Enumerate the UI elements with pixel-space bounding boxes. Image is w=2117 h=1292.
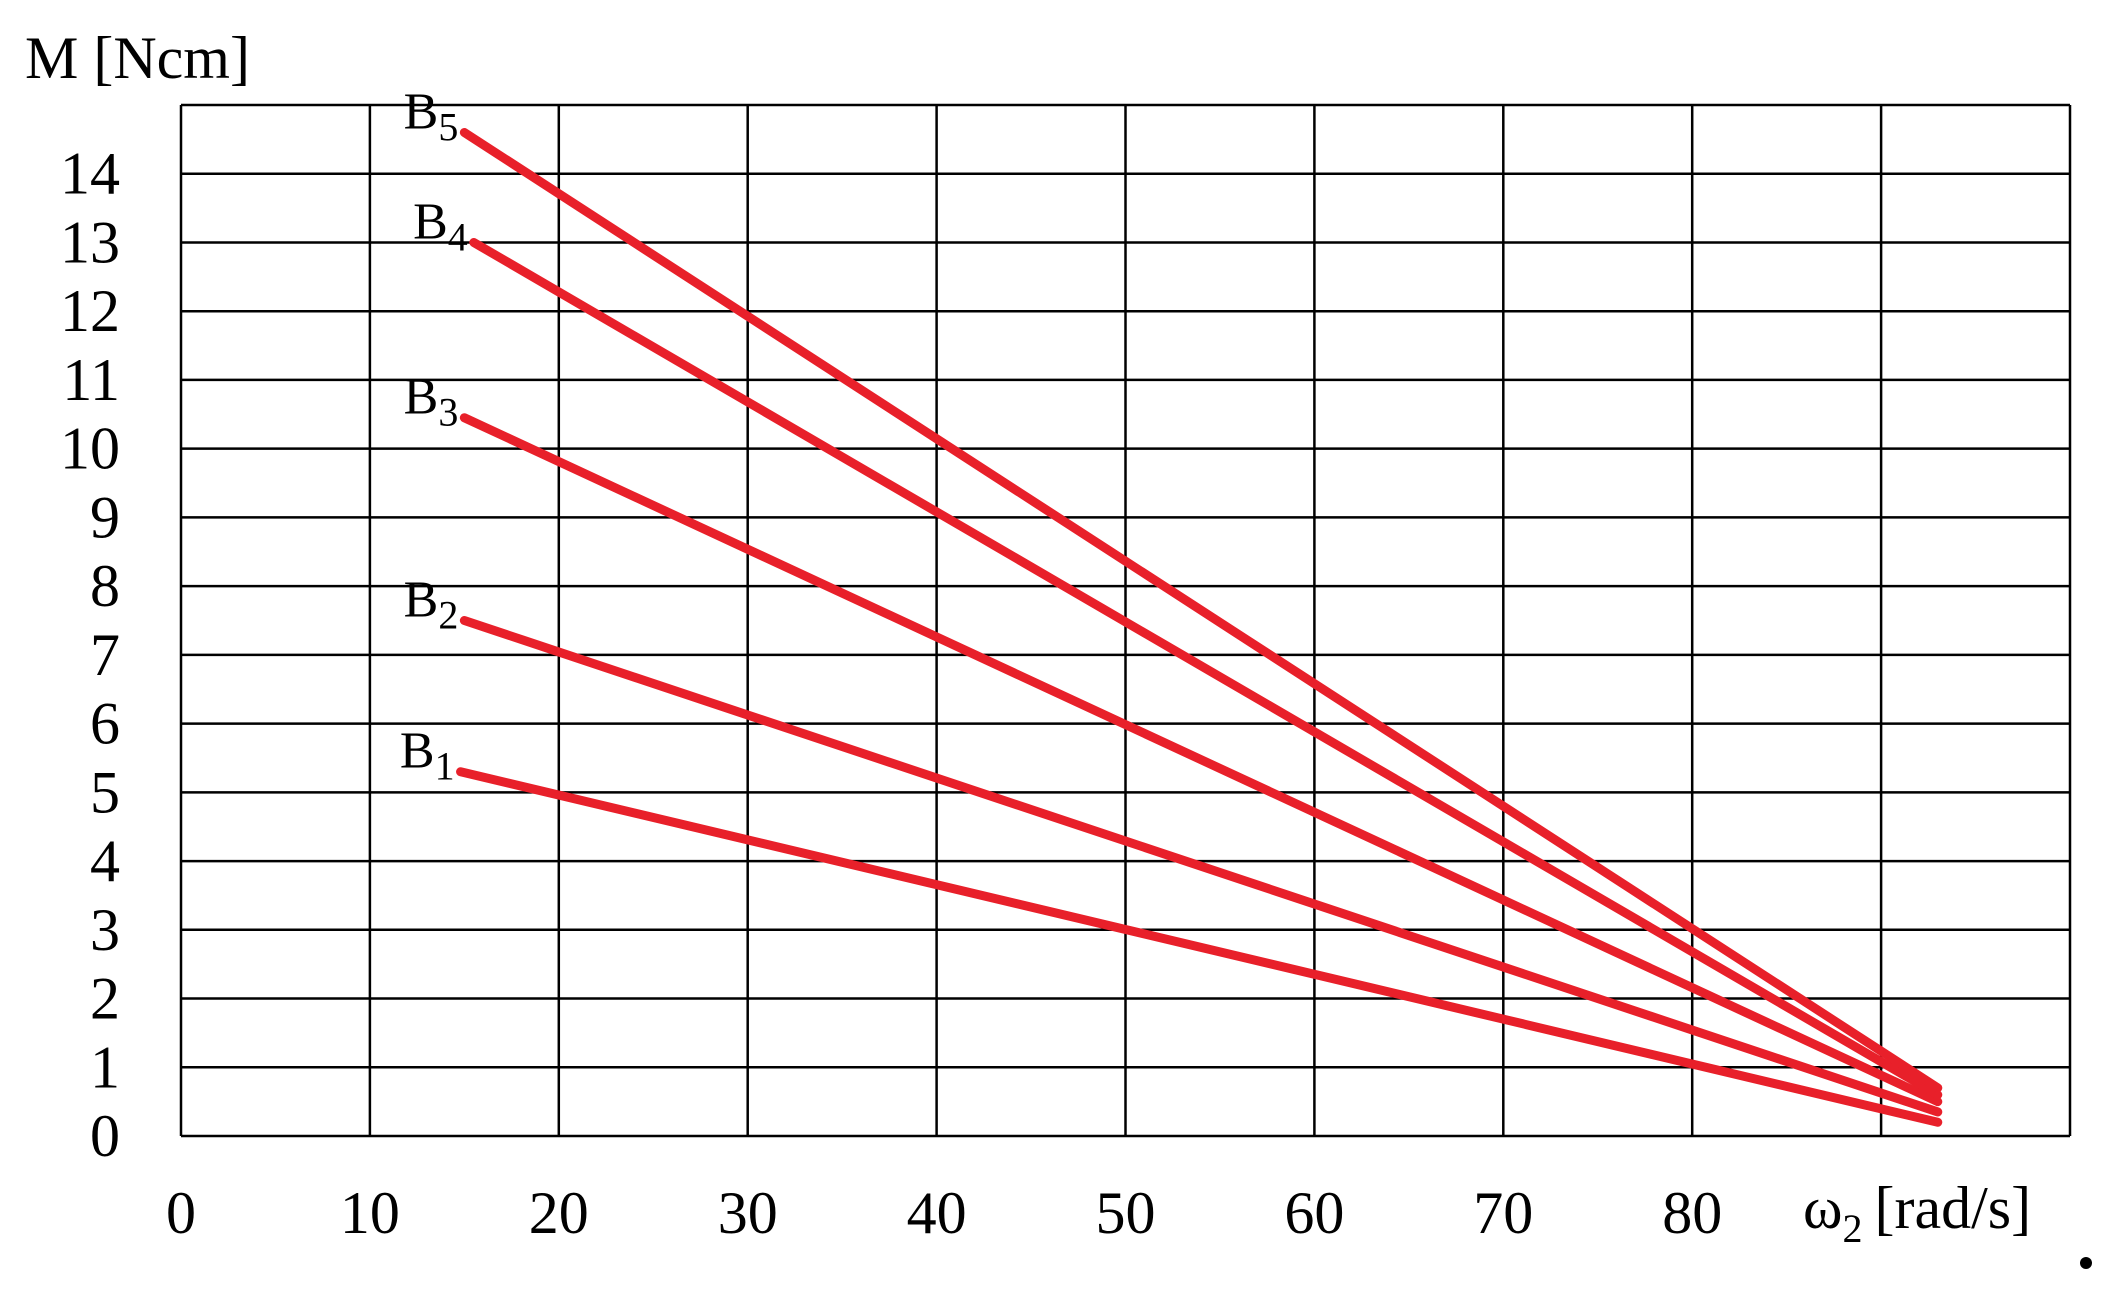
series-label-main: B xyxy=(404,369,439,426)
series-label-main: B xyxy=(413,193,448,250)
y-tick-label: 3 xyxy=(90,897,120,963)
trailing-dot xyxy=(2080,1257,2092,1269)
x-tick-label: 40 xyxy=(907,1180,967,1246)
y-tick-label: 11 xyxy=(62,347,120,413)
y-tick-label: 9 xyxy=(90,484,120,550)
x-tick-label: 80 xyxy=(1662,1180,1722,1246)
y-tick-label: 4 xyxy=(90,828,120,894)
series-line-b2 xyxy=(459,616,1943,1117)
series-label-b2: B2 xyxy=(404,572,459,638)
series-line-b4 xyxy=(469,237,1943,1100)
y-tick-label: 13 xyxy=(60,209,120,275)
y-axis-label: M [Ncm] xyxy=(25,25,250,91)
x-tick-label: 0 xyxy=(166,1180,196,1246)
series-lines xyxy=(456,127,1943,1127)
y-tick-label: 2 xyxy=(90,966,120,1032)
x-axis-label: ω2 [rad/s] xyxy=(1803,1175,2031,1251)
series-label-b3: B3 xyxy=(404,369,459,435)
series-label-main: B xyxy=(400,723,435,780)
series-label-b4: B4 xyxy=(413,193,468,259)
series-label-sub: 2 xyxy=(438,593,458,638)
series-label-sub: 5 xyxy=(438,104,458,149)
series-label-b1: B1 xyxy=(400,723,455,789)
y-tick-label: 6 xyxy=(90,691,120,757)
x-tick-label: 30 xyxy=(718,1180,778,1246)
x-tick-label: 60 xyxy=(1284,1180,1344,1246)
y-tick-label: 10 xyxy=(60,416,120,482)
series-label-main: B xyxy=(404,572,439,629)
y-tick-label: 5 xyxy=(90,759,120,825)
series-label-b5: B5 xyxy=(404,83,459,149)
y-tick-label: 0 xyxy=(90,1103,120,1169)
series-label-sub: 3 xyxy=(438,390,458,435)
series-label-sub: 4 xyxy=(448,214,468,259)
y-tick-label: 1 xyxy=(90,1034,120,1100)
series-line-b5 xyxy=(459,127,1943,1093)
x-tick-label: 70 xyxy=(1473,1180,1533,1246)
x-axis-label-unit: [rad/s] xyxy=(1875,1175,2032,1241)
series-line-b1 xyxy=(456,767,1943,1127)
y-tick-label: 12 xyxy=(60,278,120,344)
series-line-b3 xyxy=(459,413,1943,1107)
x-tick-label: 50 xyxy=(1096,1180,1156,1246)
series-label-main: B xyxy=(404,83,439,140)
x-tick-label: 10 xyxy=(340,1180,400,1246)
series-label-sub: 1 xyxy=(435,744,455,789)
y-tick-label: 7 xyxy=(90,622,120,688)
y-tick-label: 14 xyxy=(60,141,120,207)
x-axis-label-main: ω xyxy=(1803,1175,1843,1241)
x-tick-label: 20 xyxy=(529,1180,589,1246)
x-axis-label-sub: 2 xyxy=(1843,1206,1863,1251)
y-tick-label: 8 xyxy=(90,553,120,619)
x-tick-labels: 0 10 20 30 40 50 60 70 80 xyxy=(166,1180,1722,1246)
